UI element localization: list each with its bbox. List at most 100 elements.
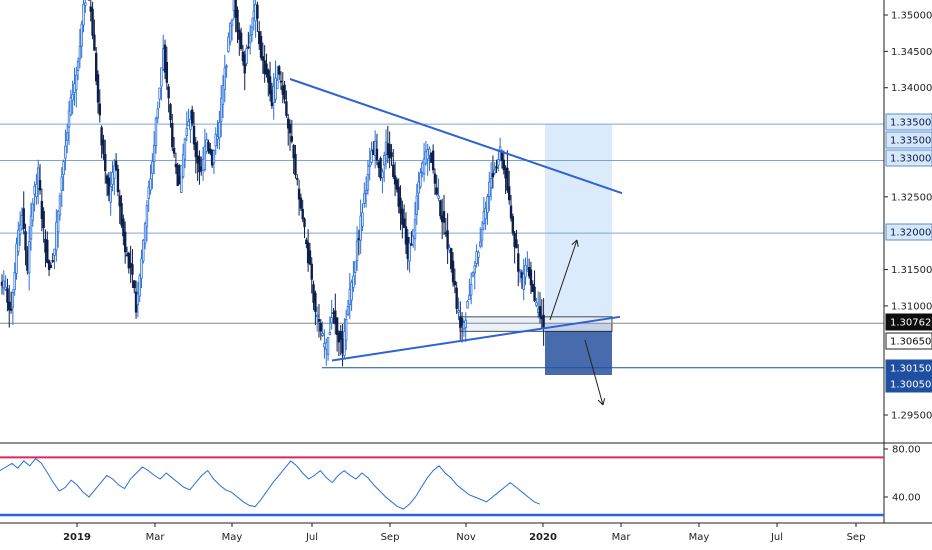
candle-body bbox=[113, 165, 116, 179]
candle-body bbox=[421, 162, 424, 173]
candle-body bbox=[151, 161, 154, 174]
candle-body bbox=[20, 215, 24, 230]
candle-body bbox=[482, 211, 486, 225]
candle-body bbox=[401, 208, 404, 225]
candle-body bbox=[102, 139, 105, 154]
rsi-level-label: 40.00 bbox=[892, 493, 921, 504]
price-tag[interactable]: 1.32000 bbox=[885, 223, 932, 241]
candle-body bbox=[390, 152, 393, 157]
candle-body bbox=[26, 250, 29, 271]
candle-body bbox=[440, 215, 444, 223]
candle-body bbox=[306, 242, 310, 264]
candle-body bbox=[138, 275, 141, 297]
candle-body bbox=[60, 176, 63, 191]
time-tick-label: Nov bbox=[456, 532, 476, 543]
candle-body bbox=[239, 32, 243, 49]
candle-body bbox=[98, 103, 102, 116]
candle-body bbox=[383, 155, 386, 166]
candle-body bbox=[71, 93, 74, 101]
candle-body bbox=[116, 168, 120, 193]
candle-body bbox=[56, 210, 60, 233]
candle-body bbox=[435, 187, 438, 195]
candle-body bbox=[522, 273, 525, 290]
candle-body bbox=[451, 260, 455, 283]
candle-body bbox=[294, 154, 297, 176]
candle-body bbox=[256, 4, 259, 19]
price-tag-box bbox=[885, 223, 932, 241]
candle-body bbox=[404, 226, 408, 245]
candle-body bbox=[488, 181, 491, 197]
candle-body bbox=[354, 261, 357, 273]
candle-body bbox=[372, 149, 375, 156]
candle-body bbox=[58, 195, 62, 216]
candle-body bbox=[73, 83, 76, 93]
candle-body bbox=[450, 248, 453, 269]
candle-body bbox=[24, 231, 27, 251]
candle-body bbox=[325, 342, 328, 350]
candle-body bbox=[109, 186, 112, 203]
candle-body bbox=[287, 118, 290, 129]
candle-body bbox=[410, 243, 413, 246]
candle-body bbox=[305, 239, 308, 244]
candle-body bbox=[225, 65, 228, 68]
candle-body bbox=[252, 10, 255, 19]
time-tick-label: Mar bbox=[146, 532, 166, 543]
price-tag[interactable]: 1.30050 bbox=[885, 375, 932, 393]
candle-body bbox=[442, 211, 446, 223]
candle-body bbox=[66, 132, 69, 141]
candle-body bbox=[241, 51, 245, 62]
lower-trendline[interactable] bbox=[331, 315, 621, 362]
price-tag[interactable]: 1.30150 bbox=[885, 359, 932, 377]
candle-body bbox=[460, 318, 464, 326]
long-target-zone bbox=[545, 124, 612, 332]
candle-body bbox=[526, 268, 529, 272]
candle-body bbox=[154, 118, 158, 146]
candle-body bbox=[399, 197, 402, 214]
candle-body bbox=[489, 178, 493, 189]
candle-body bbox=[431, 150, 435, 171]
candle-body bbox=[377, 162, 380, 168]
price-tag[interactable]: 1.33000 bbox=[885, 149, 932, 167]
candle-body bbox=[136, 293, 140, 305]
candle-body bbox=[42, 211, 45, 229]
candle-body bbox=[243, 54, 246, 74]
price-tag[interactable]: 1.33500 bbox=[885, 113, 932, 131]
candle-body bbox=[363, 193, 366, 204]
candle-body bbox=[133, 280, 136, 289]
candle-body bbox=[529, 269, 533, 286]
candle-body bbox=[395, 179, 399, 190]
candle-body bbox=[281, 85, 284, 95]
upper-trendline[interactable] bbox=[289, 78, 623, 195]
candle-body bbox=[267, 69, 270, 83]
price-tick-label: 1.34000 bbox=[891, 83, 932, 94]
price-tag[interactable]: 1.33500 bbox=[885, 131, 932, 149]
candle-body bbox=[308, 250, 312, 265]
candle-body bbox=[283, 84, 286, 100]
candle-body bbox=[355, 240, 359, 262]
price-tag-label: 1.30650 bbox=[890, 337, 931, 348]
price-tag-box bbox=[885, 131, 932, 149]
candle-body bbox=[506, 167, 509, 191]
candle-body bbox=[430, 152, 433, 163]
price-tag[interactable]: 1.30762 bbox=[885, 313, 932, 331]
price-tag[interactable]: 1.30650 bbox=[885, 332, 932, 350]
candle-body bbox=[69, 97, 73, 116]
candle-body bbox=[55, 221, 58, 251]
candle-body bbox=[536, 308, 540, 313]
candle-body bbox=[479, 241, 482, 247]
candle-body bbox=[219, 97, 223, 122]
candle-body bbox=[375, 148, 379, 161]
bearish-arrow bbox=[584, 339, 606, 406]
candle-body bbox=[344, 319, 348, 341]
candle-body bbox=[317, 319, 321, 322]
candle-body bbox=[84, 2, 87, 6]
candle-body bbox=[212, 150, 216, 164]
candle-body bbox=[100, 127, 103, 146]
candle-body bbox=[174, 163, 178, 168]
time-tick-label: Jul bbox=[305, 532, 318, 543]
candle-body bbox=[508, 186, 511, 201]
candle-body bbox=[466, 301, 469, 309]
candle-body bbox=[122, 218, 125, 237]
